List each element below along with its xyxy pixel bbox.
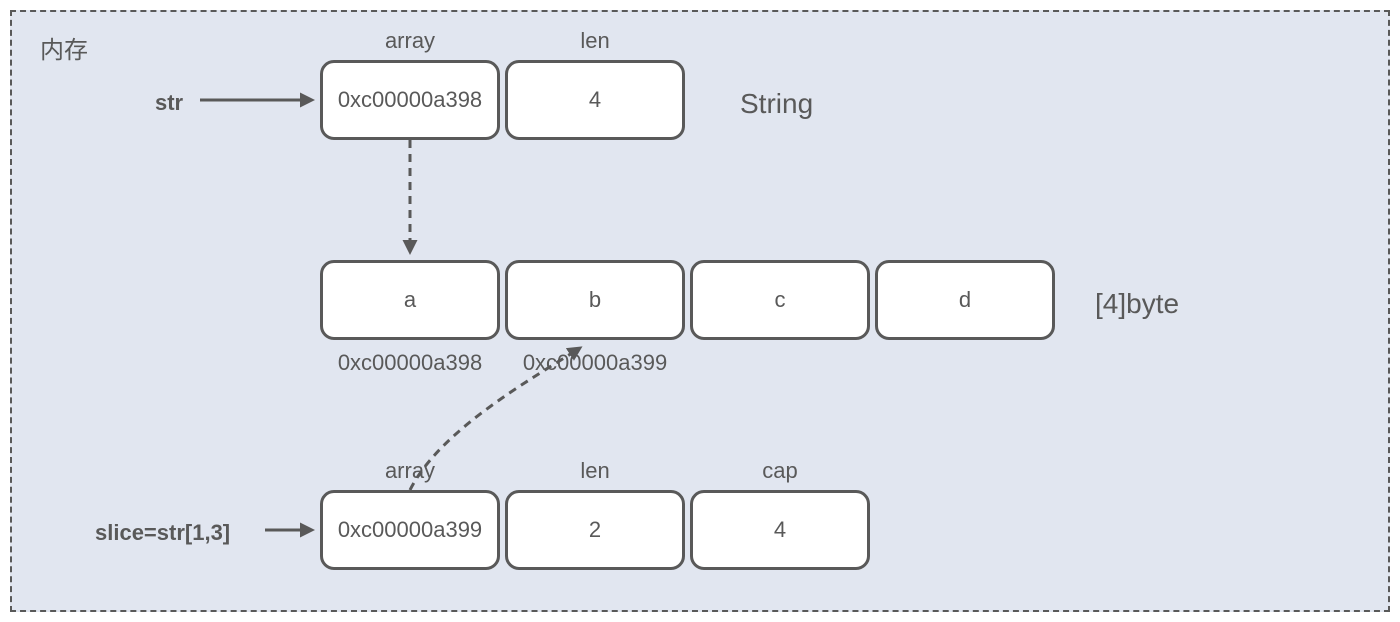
cell-value: 4 (589, 87, 601, 113)
cell-address-label: 0xc00000a398 (338, 350, 482, 376)
memory-title: 内存 (40, 30, 88, 65)
cell-value: b (589, 287, 601, 313)
cell-header-label: len (580, 28, 609, 54)
cell-byte-c: c (690, 260, 870, 340)
cell-value: c (775, 287, 786, 313)
byte-array-type-label: [4]byte (1095, 288, 1179, 320)
cell-byte-d: d (875, 260, 1055, 340)
diagram-canvas: 内存 0xc00000a398 array 4 len a 0xc00000a398 b 0xc… (0, 0, 1400, 622)
str-pointer-label: str (155, 90, 183, 116)
cell-slice-cap: 4 (690, 490, 870, 570)
slice-pointer-label: slice=str[1,3] (95, 520, 230, 546)
cell-header-label: array (385, 458, 435, 484)
cell-value: d (959, 287, 971, 313)
cell-str-array: 0xc00000a398 (320, 60, 500, 140)
cell-value: a (404, 287, 416, 313)
cell-value: 2 (589, 517, 601, 543)
cell-byte-b: b (505, 260, 685, 340)
cell-slice-array: 0xc00000a399 (320, 490, 500, 570)
cell-str-len: 4 (505, 60, 685, 140)
cell-byte-a: a (320, 260, 500, 340)
string-type-label: String (740, 88, 813, 120)
cell-address-label: 0xc00000a399 (523, 350, 667, 376)
cell-value: 0xc00000a398 (338, 87, 482, 113)
cell-header-label: len (580, 458, 609, 484)
cell-value: 4 (774, 517, 786, 543)
cell-slice-len: 2 (505, 490, 685, 570)
cell-header-label: array (385, 28, 435, 54)
cell-value: 0xc00000a399 (338, 517, 482, 543)
cell-header-label: cap (762, 458, 797, 484)
